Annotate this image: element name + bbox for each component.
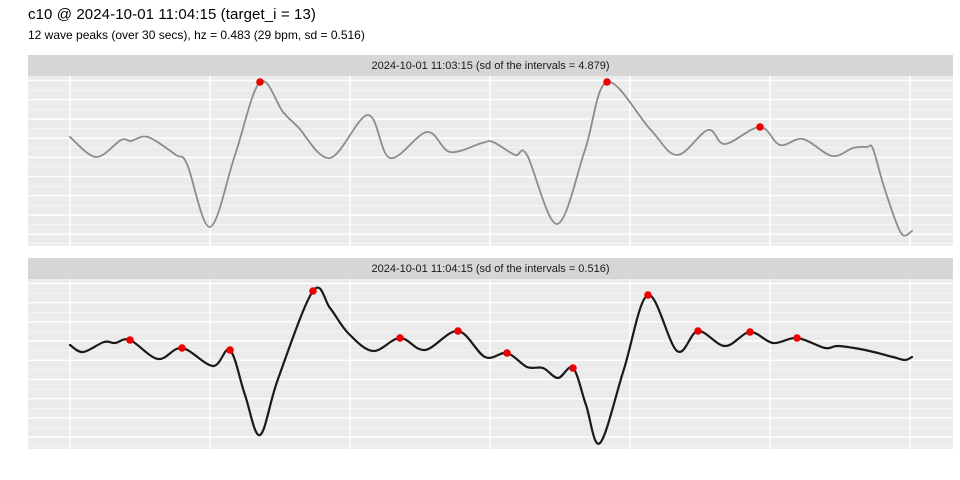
peak-marker (503, 349, 511, 357)
peak-marker (178, 344, 186, 352)
wave-line (68, 286, 914, 445)
peak-marker (126, 336, 134, 344)
peak-marker (746, 328, 754, 336)
peak-marker (644, 291, 652, 299)
facet-strip-1: 2024-10-01 11:03:15 (sd of the intervals… (28, 55, 953, 76)
wave-chart-svg-2 (28, 279, 953, 449)
facet-plot-area-1 (28, 76, 953, 246)
peak-marker (569, 364, 577, 372)
peak-marker (603, 78, 611, 86)
plot-subtitle: 12 wave peaks (over 30 secs), hz = 0.483… (28, 28, 365, 42)
facet-strip-2: 2024-10-01 11:04:15 (sd of the intervals… (28, 258, 953, 279)
peak-marker (694, 327, 702, 335)
facet-strip-2-label: 2024-10-01 11:04:15 (sd of the intervals… (371, 262, 610, 275)
peak-marker (454, 327, 462, 335)
wave-chart-svg-1 (28, 76, 953, 246)
peak-marker (226, 346, 234, 354)
plot-title: c10 @ 2024-10-01 11:04:15 (target_i = 13… (28, 6, 316, 23)
peak-marker (256, 78, 264, 86)
peak-marker (309, 287, 317, 295)
peak-marker (396, 334, 404, 342)
peak-marker (793, 334, 801, 342)
wave-line (69, 80, 913, 237)
facet-strip-1-label: 2024-10-01 11:03:15 (sd of the intervals… (371, 59, 610, 72)
peak-marker (756, 123, 764, 131)
facet-plot-area-2 (28, 279, 953, 449)
